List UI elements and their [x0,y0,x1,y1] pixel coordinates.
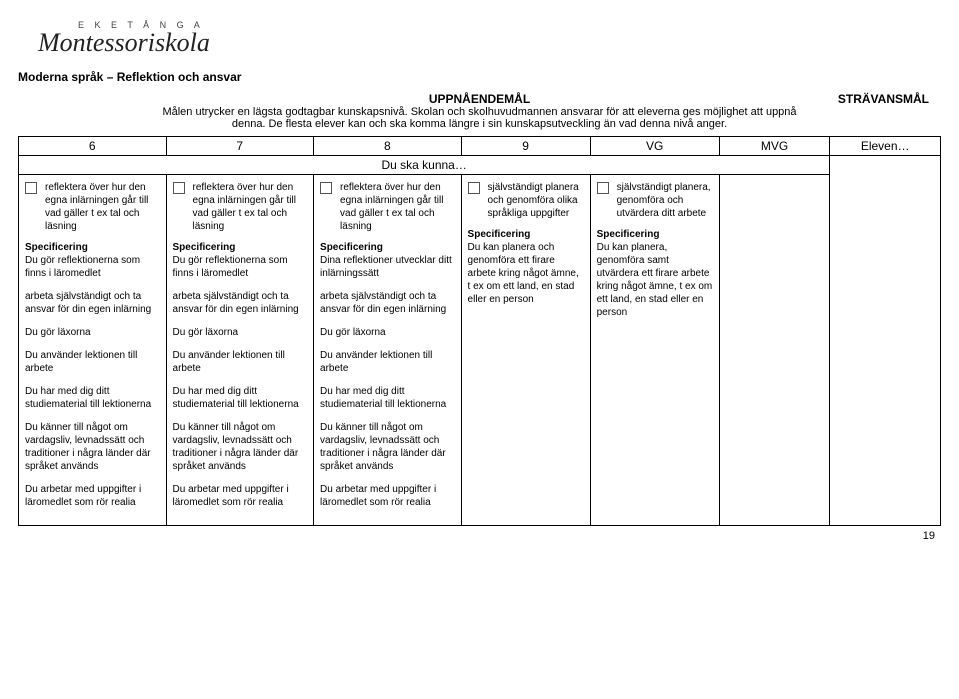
para: Du gör läxorna [25,326,160,339]
cell-vg: självständigt planera, genomföra och utv… [590,175,719,526]
para: Du känner till något om vardagsliv, levn… [173,421,308,473]
bullet-text: självständigt planera, genomföra och utv… [617,181,713,220]
col-8: 8 [314,137,462,156]
spec-label: Specificering [173,241,308,254]
cell-mvg [719,175,830,526]
para: arbeta självständigt och ta ansvar för d… [25,290,160,316]
checkbox-icon [468,182,480,194]
para: Du arbetar med uppgifter i läromedlet so… [320,483,455,509]
para: Du gör läxorna [320,326,455,339]
col-eleven: Eleven… [830,137,941,156]
col-6: 6 [19,137,167,156]
cell-8: reflektera över hur den egna inlärningen… [314,175,462,526]
logo-main: Montessoriskola [38,28,941,58]
uppnaendemal-label: UPPNÅENDEMÅL [429,92,530,106]
spec-label: Specificering [25,241,160,254]
para: Du har med dig ditt studiematerial till … [320,385,455,411]
bullet-text: självständigt planera och genomföra olik… [488,181,584,220]
eleven-cell [830,156,941,526]
cell-9: självständigt planera och genomföra olik… [461,175,590,526]
para: Du har med dig ditt studiematerial till … [25,385,160,411]
kunna-row: Du ska kunna… [19,156,941,175]
cell-7: reflektera över hur den egna inlärningen… [166,175,314,526]
col-vg: VG [590,137,719,156]
logo: E K E T Å N G A Montessoriskola [18,20,941,58]
para: Du använder lektionen till arbete [25,349,160,375]
para: Du arbetar med uppgifter i läromedlet so… [25,483,160,509]
para: Du kan planera, genomföra samt utvärdera… [597,241,713,319]
page-title: Moderna språk – Reflektion och ansvar [18,70,941,84]
para: Du känner till något om vardagsliv, levn… [320,421,455,473]
bullet-text: reflektera över hur den egna inlärningen… [193,181,308,233]
spec-label: Specificering [468,228,584,241]
col-9: 9 [461,137,590,156]
para: Dina reflektioner utvecklar ditt inlärni… [320,254,455,280]
col-mvg: MVG [719,137,830,156]
header-line2: denna. De flesta elever kan och ska komm… [232,118,727,130]
spec-label: Specificering [597,228,713,241]
col-7: 7 [166,137,314,156]
checkbox-icon [173,182,185,194]
kunna-label: Du ska kunna… [19,156,830,175]
grade-header-row: 6 7 8 9 VG MVG Eleven… [19,137,941,156]
stravansmal-label: STRÄVANSMÅL [838,92,929,106]
para: Du använder lektionen till arbete [320,349,455,375]
para: arbeta självständigt och ta ansvar för d… [320,290,455,316]
para: Du gör reflektionerna som finns i lärome… [25,254,160,280]
para: Du gör reflektionerna som finns i lärome… [173,254,308,280]
checkbox-icon [320,182,332,194]
header-block: UPPNÅENDEMÅL STRÄVANSMÅL Målen utrycker … [18,92,941,130]
checkbox-icon [25,182,37,194]
para: Du har med dig ditt studiematerial till … [173,385,308,411]
content-row: reflektera över hur den egna inlärningen… [19,175,941,526]
page-number: 19 [18,530,941,542]
spec-label: Specificering [320,241,455,254]
checkbox-icon [597,182,609,194]
para: Du arbetar med uppgifter i läromedlet so… [173,483,308,509]
bullet-text: reflektera över hur den egna inlärningen… [340,181,455,233]
para: Du gör läxorna [173,326,308,339]
cell-6: reflektera över hur den egna inlärningen… [19,175,167,526]
para: Du kan planera och genomföra ett firare … [468,241,584,306]
header-line1: Målen utrycker en lägsta godtagbar kunsk… [162,106,796,118]
bullet-text: reflektera över hur den egna inlärningen… [45,181,160,233]
para: arbeta självständigt och ta ansvar för d… [173,290,308,316]
criteria-table: 6 7 8 9 VG MVG Eleven… Du ska kunna… ref… [18,136,941,526]
para: Du använder lektionen till arbete [173,349,308,375]
para: Du känner till något om vardagsliv, levn… [25,421,160,473]
